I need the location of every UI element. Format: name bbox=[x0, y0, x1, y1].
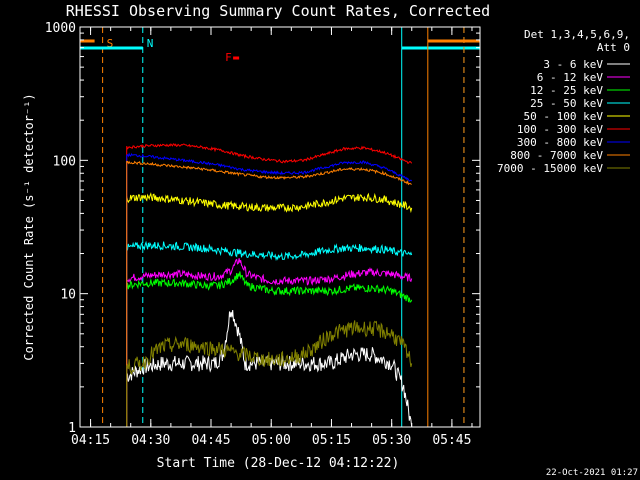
x-tick-label: 04:45 bbox=[191, 433, 230, 448]
legend-header-line-1: Det 1,3,4,5,6,9, bbox=[524, 28, 630, 41]
series-line bbox=[126, 192, 413, 427]
y-axis-ticks: 1 10 100 1000 bbox=[45, 21, 480, 436]
marker-label: N bbox=[147, 37, 154, 50]
legend-header-line-2: Att 0 bbox=[597, 41, 630, 54]
series-line bbox=[126, 152, 413, 427]
x-axis-label: Start Time (28-Dec-12 04:12:22) bbox=[157, 456, 400, 471]
legend-label: 25 - 50 keV bbox=[530, 97, 603, 110]
y-tick-label: 100 bbox=[53, 154, 76, 169]
y-tick-label: 1000 bbox=[45, 21, 76, 36]
legend-label: 50 - 100 keV bbox=[524, 110, 604, 123]
series-line bbox=[126, 160, 412, 427]
legend-label: 300 - 800 keV bbox=[517, 136, 603, 149]
x-tick-label: 05:30 bbox=[372, 433, 411, 448]
series-line bbox=[126, 258, 413, 427]
y-tick-label: 10 bbox=[60, 288, 76, 303]
series-line bbox=[126, 240, 413, 427]
observing-markers: S N F bbox=[80, 27, 480, 427]
legend-label: 6 - 12 keV bbox=[537, 71, 604, 84]
chart-title: RHESSI Observing Summary Count Rates, Co… bbox=[66, 2, 490, 20]
legend-label: 12 - 25 keV bbox=[530, 84, 603, 97]
marker-label: S bbox=[107, 37, 114, 50]
y-axis-label: Corrected Count Rate (s⁻¹ detector⁻¹) bbox=[22, 93, 36, 360]
x-axis-ticks: 04:15 04:30 04:45 05:00 05:15 05:30 05:45 bbox=[71, 27, 473, 448]
x-tick-label: 04:30 bbox=[131, 433, 170, 448]
series-line bbox=[126, 143, 413, 427]
x-tick-label: 05:15 bbox=[312, 433, 351, 448]
series-lines bbox=[126, 143, 413, 428]
x-tick-label: 05:45 bbox=[432, 433, 471, 448]
legend-label: 7000 - 15000 keV bbox=[497, 162, 603, 175]
legend-label: 3 - 6 keV bbox=[543, 58, 603, 71]
x-tick-label: 04:15 bbox=[71, 433, 110, 448]
x-tick-label: 05:00 bbox=[252, 433, 291, 448]
legend-label: 100 - 300 keV bbox=[517, 123, 603, 136]
marker-label: F bbox=[225, 51, 232, 64]
legend-label: 800 - 7000 keV bbox=[510, 149, 603, 162]
series-line bbox=[126, 320, 413, 427]
plot-frame bbox=[79, 26, 481, 428]
series-line bbox=[126, 309, 413, 428]
footer-date: 22-Oct-2021 01:27 bbox=[546, 468, 638, 478]
y-tick-label: 1 bbox=[68, 421, 76, 436]
series-line bbox=[126, 271, 413, 427]
